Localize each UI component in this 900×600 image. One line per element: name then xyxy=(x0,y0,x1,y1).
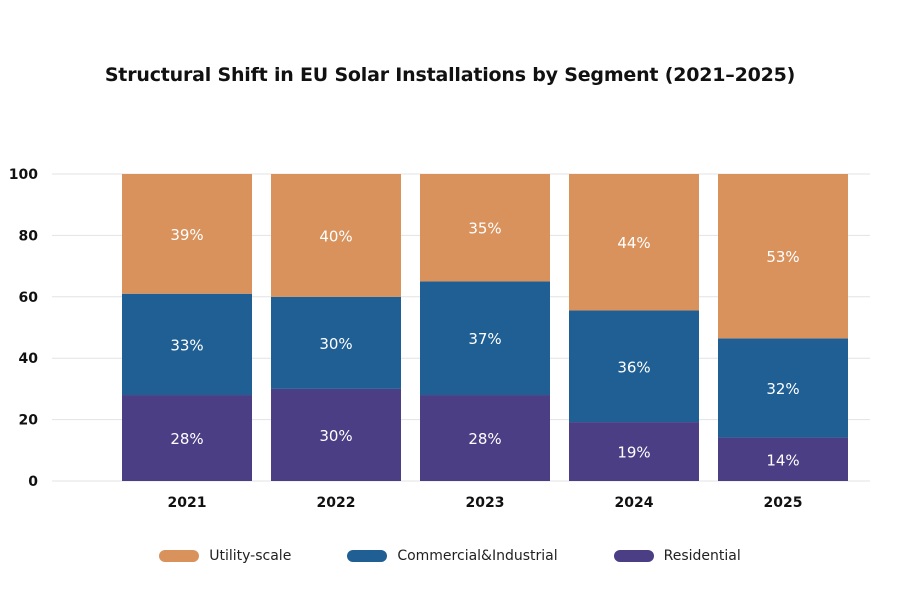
data-label: 35% xyxy=(468,220,501,238)
legend: Utility-scale Commercial&Industrial Reside… xyxy=(0,548,900,564)
bar-segment xyxy=(420,395,550,481)
bar-segment xyxy=(122,174,252,294)
x-tick-label: 2022 xyxy=(317,495,356,511)
data-label: 19% xyxy=(617,444,650,462)
data-label: 30% xyxy=(319,427,352,445)
bar-segment xyxy=(122,293,252,396)
bar-segment xyxy=(420,174,550,282)
legend-label: Commercial&Industrial xyxy=(397,548,558,564)
bar-segment xyxy=(569,310,699,423)
y-tick-label: 20 xyxy=(19,413,39,429)
y-tick-label: 60 xyxy=(19,290,39,306)
y-tick-label: 0 xyxy=(28,474,38,490)
legend-swatch xyxy=(613,550,654,562)
legend-label: Residential xyxy=(663,548,741,564)
data-label: 30% xyxy=(319,335,352,353)
data-label: 14% xyxy=(766,451,799,469)
legend-label: Utility-scale xyxy=(209,548,292,564)
data-label: 32% xyxy=(766,380,799,398)
data-label: 44% xyxy=(617,234,650,252)
y-tick-label: 100 xyxy=(9,167,38,183)
data-label: 40% xyxy=(319,227,352,245)
data-label: 37% xyxy=(468,330,501,348)
bar-segment xyxy=(569,422,699,481)
data-label: 39% xyxy=(170,226,203,244)
legend-swatch xyxy=(347,550,388,562)
y-tick-label: 40 xyxy=(19,351,39,367)
x-tick-label: 2023 xyxy=(466,495,505,511)
bar-segment xyxy=(718,174,848,339)
bar-segment xyxy=(271,174,401,297)
bar-segment xyxy=(718,437,848,481)
chart-title: Structural Shift in EU Solar Installatio… xyxy=(104,64,796,86)
y-tick-label: 80 xyxy=(19,228,39,244)
bar-segment xyxy=(420,281,550,396)
x-tick-label: 2025 xyxy=(764,495,803,511)
legend-item: Residential xyxy=(613,548,741,564)
bar-segment xyxy=(718,338,848,438)
data-label: 36% xyxy=(617,358,650,376)
bar-segment xyxy=(569,174,699,311)
bar-segment xyxy=(122,395,252,481)
bar-segment xyxy=(271,388,401,481)
legend-item: Utility-scale xyxy=(159,548,291,564)
legend-item: Commercial&Industrial xyxy=(347,548,558,564)
x-tick-label: 2021 xyxy=(168,495,207,511)
legend-swatch xyxy=(159,550,200,562)
bar-segment xyxy=(271,296,401,389)
x-tick-label: 2024 xyxy=(615,495,654,511)
data-label: 33% xyxy=(170,336,203,354)
data-label: 28% xyxy=(468,430,501,448)
data-label: 53% xyxy=(766,248,799,266)
data-label: 28% xyxy=(170,430,203,448)
